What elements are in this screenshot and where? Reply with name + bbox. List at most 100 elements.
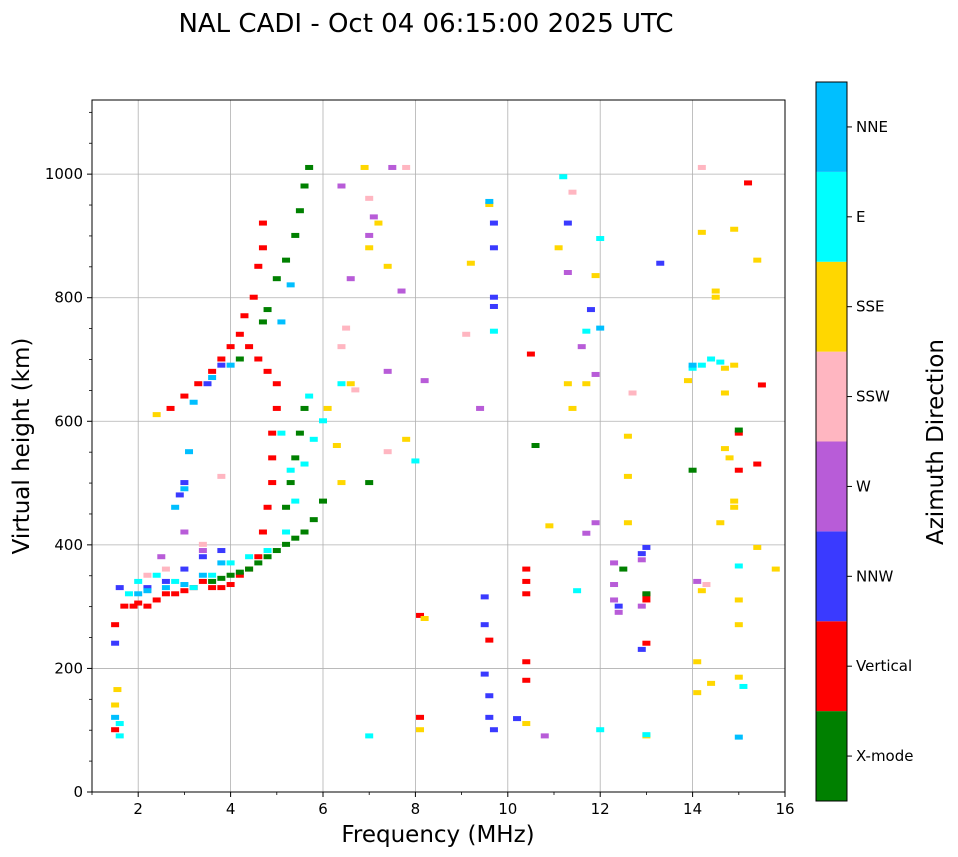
data-point: [614, 603, 623, 609]
data-point: [143, 585, 152, 591]
data-point: [134, 600, 143, 606]
data-point: [554, 245, 563, 251]
x-tick-label: 14: [683, 800, 702, 818]
data-point: [753, 461, 762, 467]
data-point: [111, 640, 120, 646]
data-point: [522, 721, 531, 727]
data-point: [573, 588, 582, 594]
data-point: [161, 578, 170, 584]
data-point: [720, 446, 729, 452]
data-point: [124, 591, 133, 597]
data-point: [734, 734, 743, 740]
data-point: [568, 405, 577, 411]
data-point: [485, 198, 494, 204]
data-point: [730, 498, 739, 504]
data-point: [545, 523, 554, 529]
data-point: [642, 640, 651, 646]
y-tick-label: 0: [73, 783, 83, 801]
data-point: [586, 307, 595, 313]
data-point: [420, 616, 429, 621]
y-axis-label: Virtual height (km): [9, 338, 35, 555]
y-tick-label: 1000: [45, 165, 83, 183]
data-point: [734, 430, 743, 436]
data-point: [286, 480, 295, 486]
series-w: [157, 164, 702, 739]
data-point: [702, 582, 711, 588]
data-point: [711, 294, 720, 300]
x-axis-ticks: 2 4 6 8 10 12 14 16: [91, 792, 795, 818]
data-point: [113, 687, 122, 693]
data-point: [480, 622, 489, 628]
data-point: [383, 449, 392, 455]
data-point: [295, 430, 304, 436]
data-point: [300, 461, 309, 467]
data-point: [637, 557, 646, 563]
series-e: [115, 174, 748, 739]
data-point: [319, 498, 327, 504]
data-point: [688, 467, 697, 473]
data-point: [300, 405, 309, 411]
data-point: [161, 566, 170, 572]
data-point: [263, 307, 272, 313]
data-point: [305, 393, 314, 399]
data-point: [254, 560, 263, 566]
data-point: [582, 530, 591, 536]
data-point: [568, 189, 577, 195]
data-point: [656, 260, 665, 266]
data-point: [522, 566, 531, 572]
data-point: [235, 331, 244, 337]
data-point: [734, 427, 743, 433]
data-point: [295, 208, 304, 214]
data-point: [198, 541, 207, 547]
colorbar-tick-label: Vertical: [856, 657, 912, 675]
data-point: [240, 313, 249, 319]
series-vertical: [111, 180, 766, 733]
data-point: [693, 690, 702, 696]
data-point: [258, 529, 267, 535]
data-point: [591, 371, 600, 377]
data-point: [739, 683, 748, 689]
data-point: [208, 368, 217, 374]
data-point: [610, 560, 619, 566]
data-point: [369, 214, 378, 220]
x-tick-label: 6: [318, 800, 328, 818]
data-point: [619, 566, 628, 572]
data-point: [697, 362, 706, 368]
data-point: [416, 714, 425, 720]
data-point: [323, 405, 332, 411]
data-point: [111, 727, 120, 733]
data-point: [161, 585, 170, 591]
series-nnw: [111, 220, 665, 733]
data-point: [180, 582, 189, 588]
x-tick-label: 8: [411, 800, 421, 818]
data-point: [198, 548, 207, 554]
x-tick-label: 16: [775, 800, 794, 818]
data-point: [582, 381, 591, 387]
data-point: [198, 578, 207, 584]
data-point: [282, 257, 291, 263]
data-point: [489, 220, 498, 226]
data-point: [416, 727, 425, 733]
y-axis-ticks: 0 200 400 600 800 1000: [45, 111, 92, 801]
data-point: [180, 529, 189, 535]
data-point: [180, 393, 189, 399]
data-point: [337, 381, 346, 387]
data-point: [462, 331, 471, 337]
data-point: [226, 560, 235, 566]
data-point: [707, 356, 716, 362]
data-point: [485, 637, 494, 643]
data-point: [115, 721, 124, 727]
data-point: [157, 554, 166, 560]
data-point: [249, 294, 258, 300]
data-point: [476, 405, 485, 411]
data-point: [623, 433, 632, 439]
data-point: [489, 727, 498, 733]
data-point: [166, 405, 175, 411]
data-point: [272, 405, 281, 411]
data-point: [522, 578, 531, 584]
data-point: [337, 480, 346, 486]
colorbar-tick-label: W: [856, 477, 871, 495]
data-point: [143, 572, 152, 578]
data-point: [688, 362, 697, 368]
data-point: [365, 480, 374, 486]
